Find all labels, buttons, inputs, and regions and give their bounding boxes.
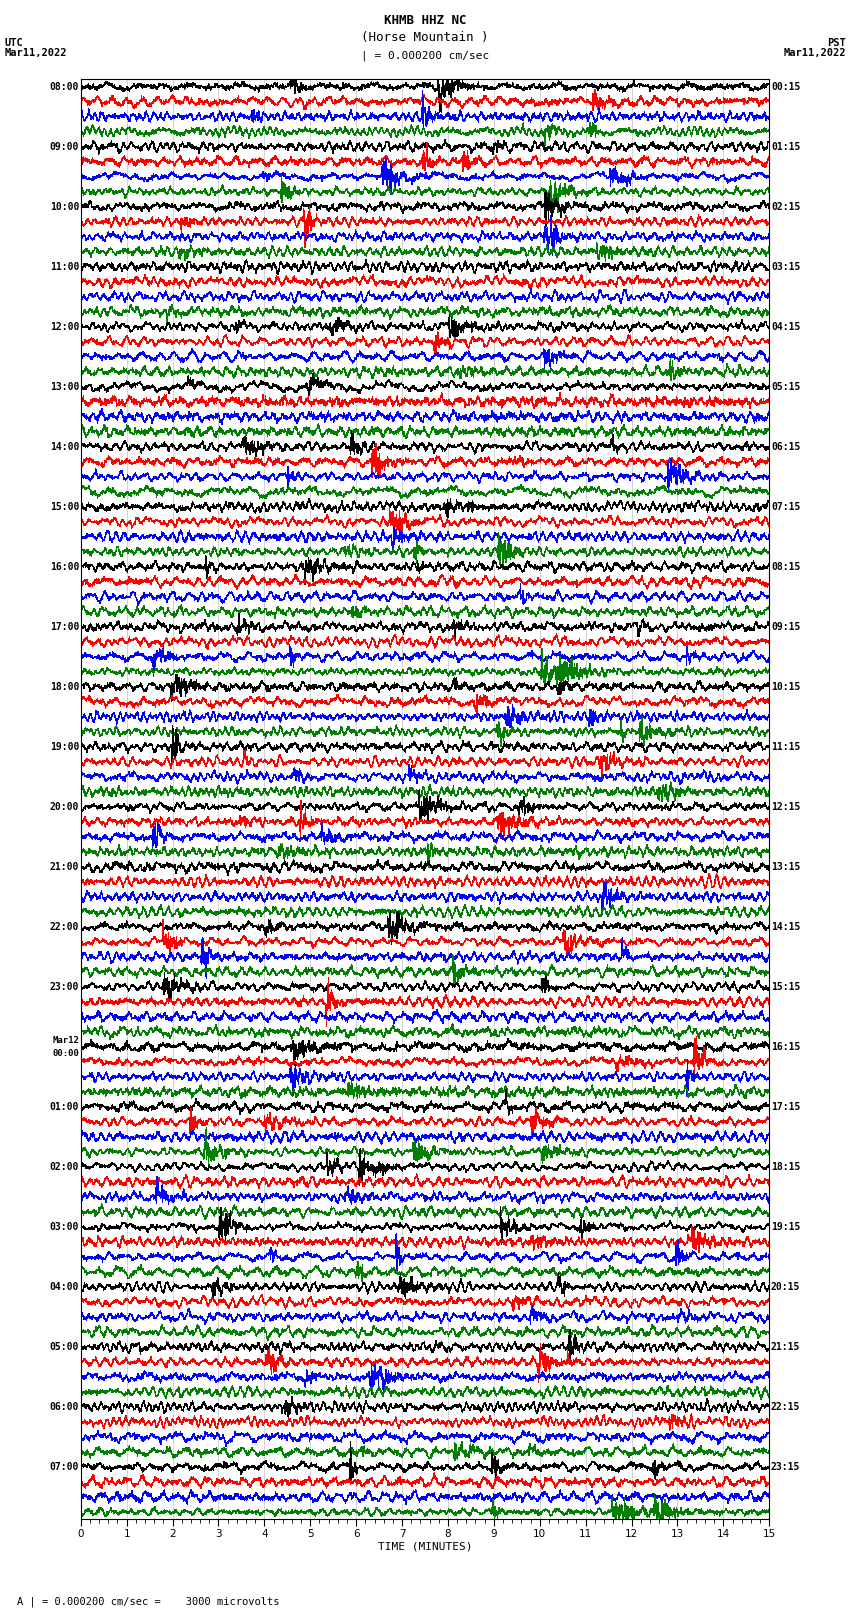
- Text: 18:00: 18:00: [49, 682, 79, 692]
- Text: 23:15: 23:15: [771, 1461, 801, 1473]
- X-axis label: TIME (MINUTES): TIME (MINUTES): [377, 1542, 473, 1552]
- Text: 09:15: 09:15: [771, 621, 801, 632]
- Text: | = 0.000200 cm/sec: | = 0.000200 cm/sec: [361, 50, 489, 61]
- Text: 21:15: 21:15: [771, 1342, 801, 1352]
- Text: PST: PST: [827, 39, 846, 48]
- Text: 06:15: 06:15: [771, 442, 801, 452]
- Text: 02:00: 02:00: [49, 1161, 79, 1173]
- Text: 20:15: 20:15: [771, 1282, 801, 1292]
- Text: Mar12: Mar12: [52, 1036, 79, 1045]
- Text: 04:00: 04:00: [49, 1282, 79, 1292]
- Text: 02:15: 02:15: [771, 202, 801, 211]
- Text: 09:00: 09:00: [49, 142, 79, 152]
- Text: 17:00: 17:00: [49, 621, 79, 632]
- Text: 16:15: 16:15: [771, 1042, 801, 1052]
- Text: 15:15: 15:15: [771, 982, 801, 992]
- Text: 18:15: 18:15: [771, 1161, 801, 1173]
- Text: KHMB HHZ NC: KHMB HHZ NC: [383, 15, 467, 27]
- Text: 10:15: 10:15: [771, 682, 801, 692]
- Text: 13:00: 13:00: [49, 382, 79, 392]
- Text: 07:00: 07:00: [49, 1461, 79, 1473]
- Text: (Horse Mountain ): (Horse Mountain ): [361, 31, 489, 44]
- Text: Mar11,2022: Mar11,2022: [4, 48, 67, 58]
- Text: 00:00: 00:00: [52, 1048, 79, 1058]
- Text: 11:00: 11:00: [49, 261, 79, 271]
- Text: 17:15: 17:15: [771, 1102, 801, 1111]
- Text: 15:00: 15:00: [49, 502, 79, 511]
- Text: 22:00: 22:00: [49, 921, 79, 932]
- Text: 05:15: 05:15: [771, 382, 801, 392]
- Text: 22:15: 22:15: [771, 1402, 801, 1411]
- Text: 08:15: 08:15: [771, 561, 801, 571]
- Text: 10:00: 10:00: [49, 202, 79, 211]
- Text: 12:00: 12:00: [49, 321, 79, 332]
- Text: 03:15: 03:15: [771, 261, 801, 271]
- Text: 12:15: 12:15: [771, 802, 801, 811]
- Text: 08:00: 08:00: [49, 82, 79, 92]
- Text: 03:00: 03:00: [49, 1223, 79, 1232]
- Text: 07:15: 07:15: [771, 502, 801, 511]
- Text: UTC: UTC: [4, 39, 23, 48]
- Text: 20:00: 20:00: [49, 802, 79, 811]
- Text: 11:15: 11:15: [771, 742, 801, 752]
- Text: 19:15: 19:15: [771, 1223, 801, 1232]
- Text: 01:00: 01:00: [49, 1102, 79, 1111]
- Text: 06:00: 06:00: [49, 1402, 79, 1411]
- Text: 16:00: 16:00: [49, 561, 79, 571]
- Text: 00:15: 00:15: [771, 82, 801, 92]
- Text: 14:00: 14:00: [49, 442, 79, 452]
- Text: 04:15: 04:15: [771, 321, 801, 332]
- Text: 21:00: 21:00: [49, 861, 79, 871]
- Text: 23:00: 23:00: [49, 982, 79, 992]
- Text: 19:00: 19:00: [49, 742, 79, 752]
- Text: 05:00: 05:00: [49, 1342, 79, 1352]
- Text: 13:15: 13:15: [771, 861, 801, 871]
- Text: 14:15: 14:15: [771, 921, 801, 932]
- Text: 01:15: 01:15: [771, 142, 801, 152]
- Text: A | = 0.000200 cm/sec =    3000 microvolts: A | = 0.000200 cm/sec = 3000 microvolts: [17, 1595, 280, 1607]
- Text: Mar11,2022: Mar11,2022: [783, 48, 846, 58]
